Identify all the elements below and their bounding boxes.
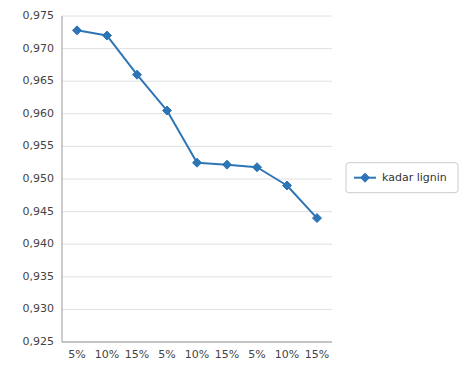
legend-box: [346, 163, 458, 193]
marker: [313, 214, 322, 223]
marker: [103, 31, 112, 40]
y-tick-label: 0,950: [23, 172, 55, 185]
y-tick-label: 0,940: [23, 237, 55, 250]
legend: kadar lignin: [346, 163, 458, 193]
y-axis-line: [62, 16, 63, 342]
x-tick-label: 10%: [185, 348, 209, 361]
grid-line: [62, 211, 332, 212]
legend-label: kadar lignin: [382, 171, 447, 184]
y-tick-label: 0,960: [23, 107, 55, 120]
y-tick-label: 0,955: [23, 139, 55, 152]
grid: [62, 16, 332, 342]
grid-line: [62, 48, 332, 49]
y-tick-label: 0,945: [23, 205, 55, 218]
grid-line: [62, 81, 332, 82]
y-tick-label: 0,925: [23, 335, 55, 348]
x-tick-label: 10%: [95, 348, 119, 361]
x-tick-label: 15%: [215, 348, 239, 361]
grid-line: [62, 342, 332, 343]
x-tick-label: 15%: [125, 348, 149, 361]
x-axis: 5% 10% 15% 5% 10% 15% 5% 10% 15%: [68, 348, 329, 361]
grid-line: [62, 113, 332, 114]
x-axis-line: [62, 342, 332, 343]
x-tick-label: 15%: [305, 348, 329, 361]
line: [77, 30, 317, 218]
x-tick-label: 10%: [275, 348, 299, 361]
grid-line: [62, 276, 332, 277]
grid-line: [62, 244, 332, 245]
y-tick-label: 0,930: [23, 302, 55, 315]
y-tick-label: 0,975: [23, 9, 55, 22]
y-tick-label: 0,970: [23, 42, 55, 55]
y-tick-label: 0,935: [23, 270, 55, 283]
x-tick-label: 5%: [158, 348, 175, 361]
marker: [283, 181, 292, 190]
marker: [163, 106, 172, 115]
legend-marker: [361, 173, 370, 182]
marker: [253, 163, 262, 172]
marker: [193, 158, 202, 167]
y-tick-label: 0,965: [23, 74, 55, 87]
grid-line: [62, 16, 332, 17]
grid-line: [62, 309, 332, 310]
x-tick-label: 5%: [248, 348, 265, 361]
y-axis: 0,925 0,930 0,935 0,940 0,945 0,950 0,955 0,960…: [23, 9, 55, 348]
marker: [223, 160, 232, 169]
marker: [73, 26, 82, 35]
chart: 0,925 0,930 0,935 0,940 0,945 0,950 0,955 0,960…: [0, 0, 472, 384]
grid-line: [62, 179, 332, 180]
x-tick-label: 5%: [68, 348, 85, 361]
plot-area: [73, 26, 322, 223]
grid-line: [62, 146, 332, 147]
marker: [133, 70, 142, 79]
